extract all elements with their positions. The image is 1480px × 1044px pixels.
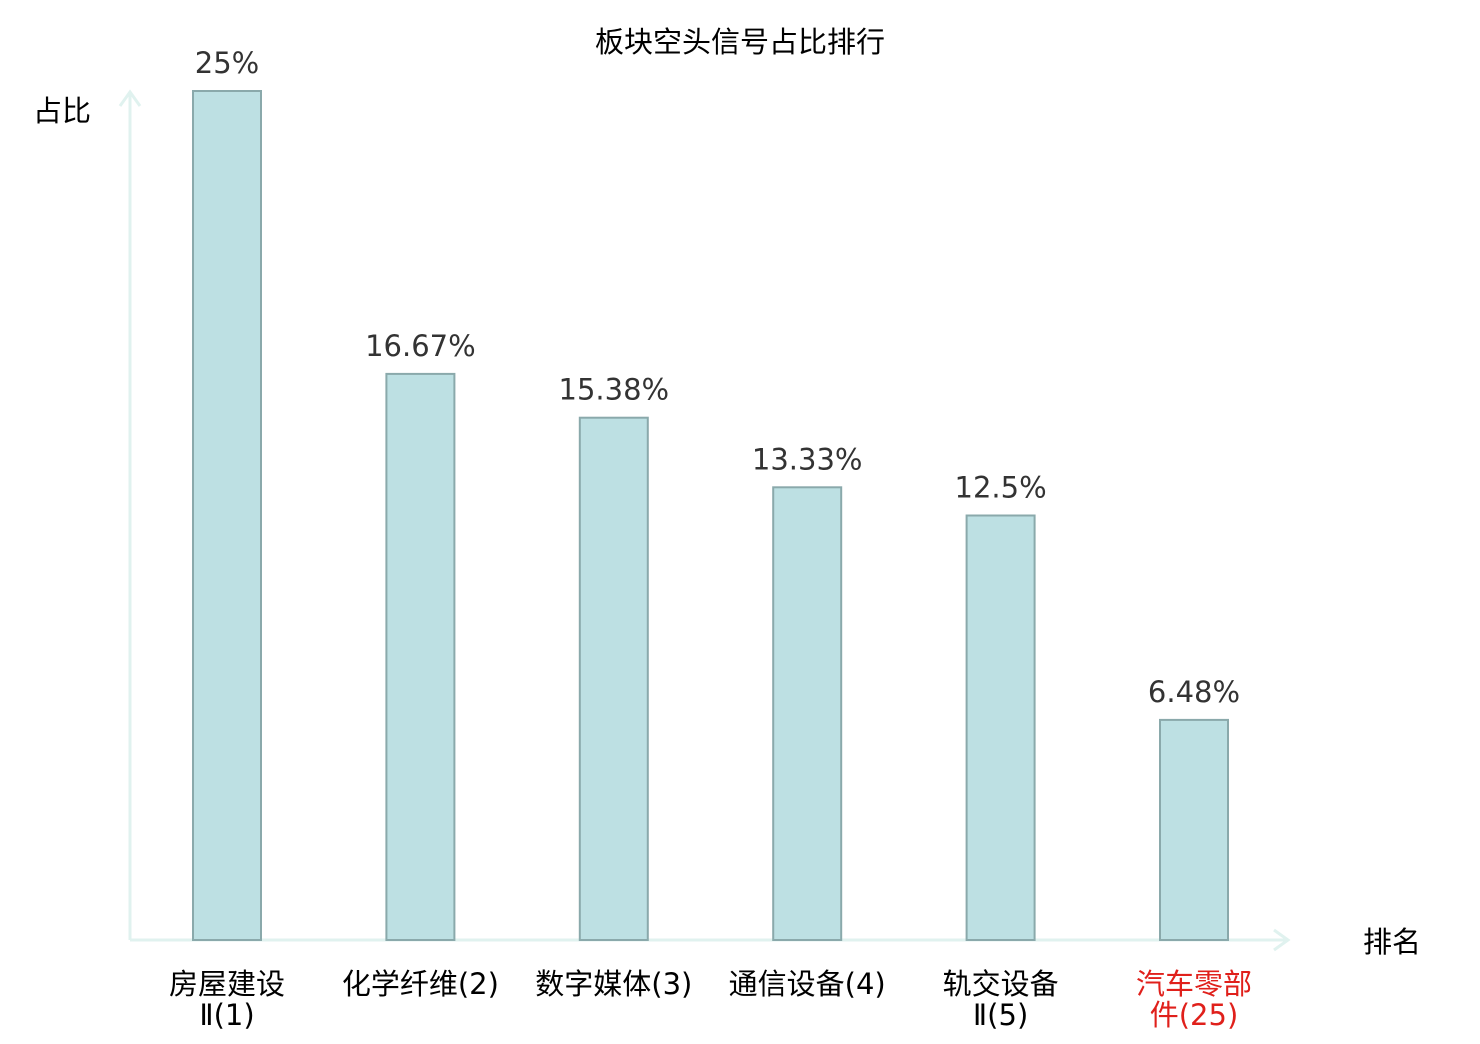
bar-2 — [385, 372, 456, 941]
bar-4 — [772, 486, 843, 941]
category-label-5-line-2: Ⅱ(5) — [973, 998, 1028, 1032]
y-axis-arrow — [118, 89, 142, 107]
data-label-1: 25% — [195, 46, 259, 80]
category-label-5-line-1: 轨交设备 — [943, 967, 1059, 1001]
category-label-1-line-1: 房屋建设 — [169, 967, 285, 1001]
bar-6 — [1159, 718, 1229, 942]
category-label-6-line-2: 件(25) — [1150, 998, 1239, 1032]
axes — [118, 89, 1291, 952]
bar-1 — [192, 90, 262, 941]
data-labels-group: 25% 16.67% 15.38% 13.33% 12.5% 6.48% — [195, 46, 1240, 709]
y-axis-label: 占比 — [33, 94, 91, 128]
category-label-6-line-1: 汽车零部 — [1136, 967, 1252, 1001]
bars-group — [192, 90, 1229, 942]
chart-title: 板块空头信号占比排行 — [595, 25, 885, 59]
data-label-6: 6.48% — [1148, 675, 1240, 709]
x-axis-label: 排名 — [1363, 925, 1421, 959]
data-label-5: 12.5% — [955, 471, 1047, 505]
category-label-3: 数字媒体(3) — [535, 967, 692, 1001]
category-label-4: 通信设备(4) — [729, 967, 886, 1001]
data-label-3: 15.38% — [559, 373, 670, 407]
data-label-4: 13.33% — [752, 442, 863, 476]
bar-5 — [965, 514, 1036, 941]
bar-3 — [578, 416, 649, 941]
data-label-2: 16.67% — [365, 329, 476, 363]
category-label-2: 化学纤维(2) — [342, 967, 499, 1001]
x-axis-arrow — [1273, 928, 1291, 952]
category-label-1-line-2: Ⅱ(1) — [199, 998, 254, 1032]
